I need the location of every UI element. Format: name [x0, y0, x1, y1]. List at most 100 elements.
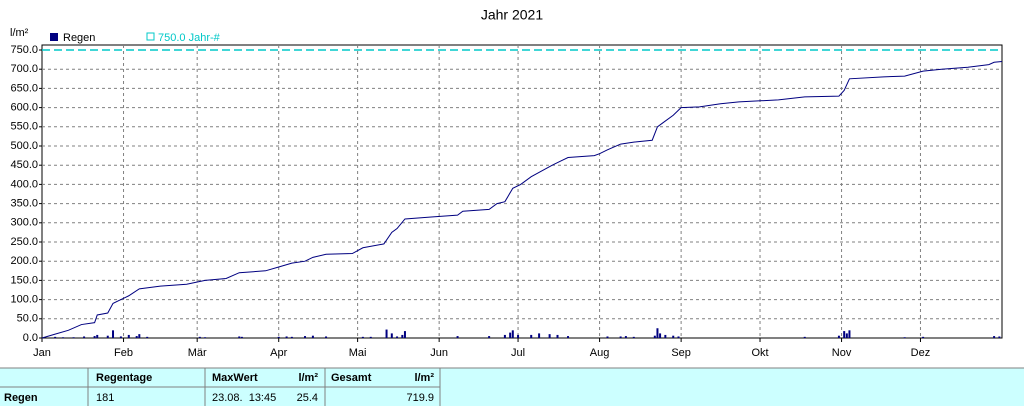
bar	[632, 336, 635, 338]
bar	[567, 336, 570, 338]
column-header: l/m²	[298, 372, 318, 384]
line	[41, 61, 1003, 339]
bar	[488, 336, 491, 338]
y-tick-label: 550.0	[10, 121, 38, 133]
bar	[385, 329, 388, 338]
bar	[127, 334, 130, 338]
bar	[96, 334, 99, 338]
x-tick-label: Sep	[671, 347, 691, 359]
bar	[285, 336, 288, 338]
bar	[803, 336, 806, 338]
y-tick-label: 50.0	[17, 313, 38, 325]
column-header: l/m²	[414, 372, 434, 384]
y-tick-label: 750.0	[10, 44, 38, 56]
y-tick-label: 450.0	[10, 159, 38, 171]
summary-lines	[0, 367, 1024, 406]
x-tick-label: Apr	[270, 347, 287, 359]
bar	[619, 336, 622, 338]
bar	[993, 336, 996, 338]
bar	[845, 333, 848, 338]
bar	[511, 330, 514, 338]
plot-frame	[41, 44, 1003, 339]
bar	[198, 336, 201, 338]
bar	[530, 334, 533, 338]
bar	[656, 328, 659, 338]
bar	[837, 335, 840, 338]
y-tick-label: 150.0	[10, 274, 38, 286]
x-tick-label: Aug	[590, 347, 610, 359]
bar	[998, 336, 1001, 338]
column-header: Gesamt	[331, 372, 372, 384]
y-tick-label: 350.0	[10, 198, 38, 210]
bar	[112, 330, 115, 338]
x-tick-label: Nov	[832, 347, 852, 359]
bar	[677, 336, 680, 338]
bar	[396, 336, 399, 338]
bar	[503, 334, 506, 338]
bar	[311, 335, 314, 338]
bar	[119, 336, 122, 338]
bar	[54, 336, 57, 338]
x-tick-label: Mär	[188, 347, 207, 359]
y-tick-label: 500.0	[10, 140, 38, 152]
legend-label: 750.0 Jahr-#	[158, 32, 221, 44]
bar	[62, 337, 65, 338]
column-header: Regentage	[96, 372, 152, 384]
y-tick-label: 400.0	[10, 178, 38, 190]
y-tick-label: 600.0	[10, 102, 38, 114]
y-tick-label: 100.0	[10, 294, 38, 306]
bar	[843, 331, 846, 338]
bar	[606, 336, 609, 338]
y-tick-label: 250.0	[10, 236, 38, 248]
bar	[538, 333, 541, 338]
x-tick-label: Jan	[33, 347, 51, 359]
x-tick-label: Okt	[751, 347, 768, 359]
legend-swatch	[146, 32, 155, 41]
cell: 23.08. 13:45	[212, 392, 276, 404]
cell: 719.9	[406, 392, 434, 404]
bar	[72, 337, 75, 338]
bar	[659, 333, 662, 338]
bar	[401, 334, 404, 338]
bar	[624, 336, 627, 338]
row-label: Regen	[4, 392, 38, 404]
y-tick-label: 200.0	[10, 255, 38, 267]
bar	[93, 336, 96, 338]
bar	[83, 336, 86, 338]
bar	[240, 336, 243, 338]
x-tick-label: Feb	[114, 347, 133, 359]
bar	[146, 336, 149, 338]
legend-swatch	[50, 33, 58, 41]
bar	[556, 334, 559, 338]
y-tick-label: 650.0	[10, 82, 38, 94]
bar	[548, 334, 551, 338]
bar	[290, 336, 293, 338]
bar	[664, 334, 667, 338]
bar	[390, 333, 393, 338]
bar	[106, 335, 109, 338]
x-tick-label: Jun	[430, 347, 448, 359]
bar	[848, 330, 851, 338]
y-axis-label: l/m²	[10, 27, 29, 39]
bar	[509, 332, 512, 338]
bar	[403, 331, 406, 338]
bar	[135, 336, 138, 338]
bar	[238, 336, 241, 338]
column-header: MaxWert	[212, 372, 258, 384]
legend-label: Regen	[63, 32, 95, 44]
bar	[903, 337, 906, 338]
x-tick-label: Mai	[349, 347, 367, 359]
x-tick-label: Dez	[911, 347, 931, 359]
y-tick-label: 300.0	[10, 217, 38, 229]
bar	[325, 336, 328, 338]
bar	[456, 336, 459, 338]
bar	[517, 334, 520, 338]
bar	[369, 336, 372, 338]
bar	[204, 337, 207, 338]
cell: 25.4	[297, 392, 318, 404]
bar	[922, 336, 925, 338]
bar	[672, 335, 675, 338]
bar	[304, 336, 307, 338]
x-tick-label: Jul	[511, 347, 525, 359]
